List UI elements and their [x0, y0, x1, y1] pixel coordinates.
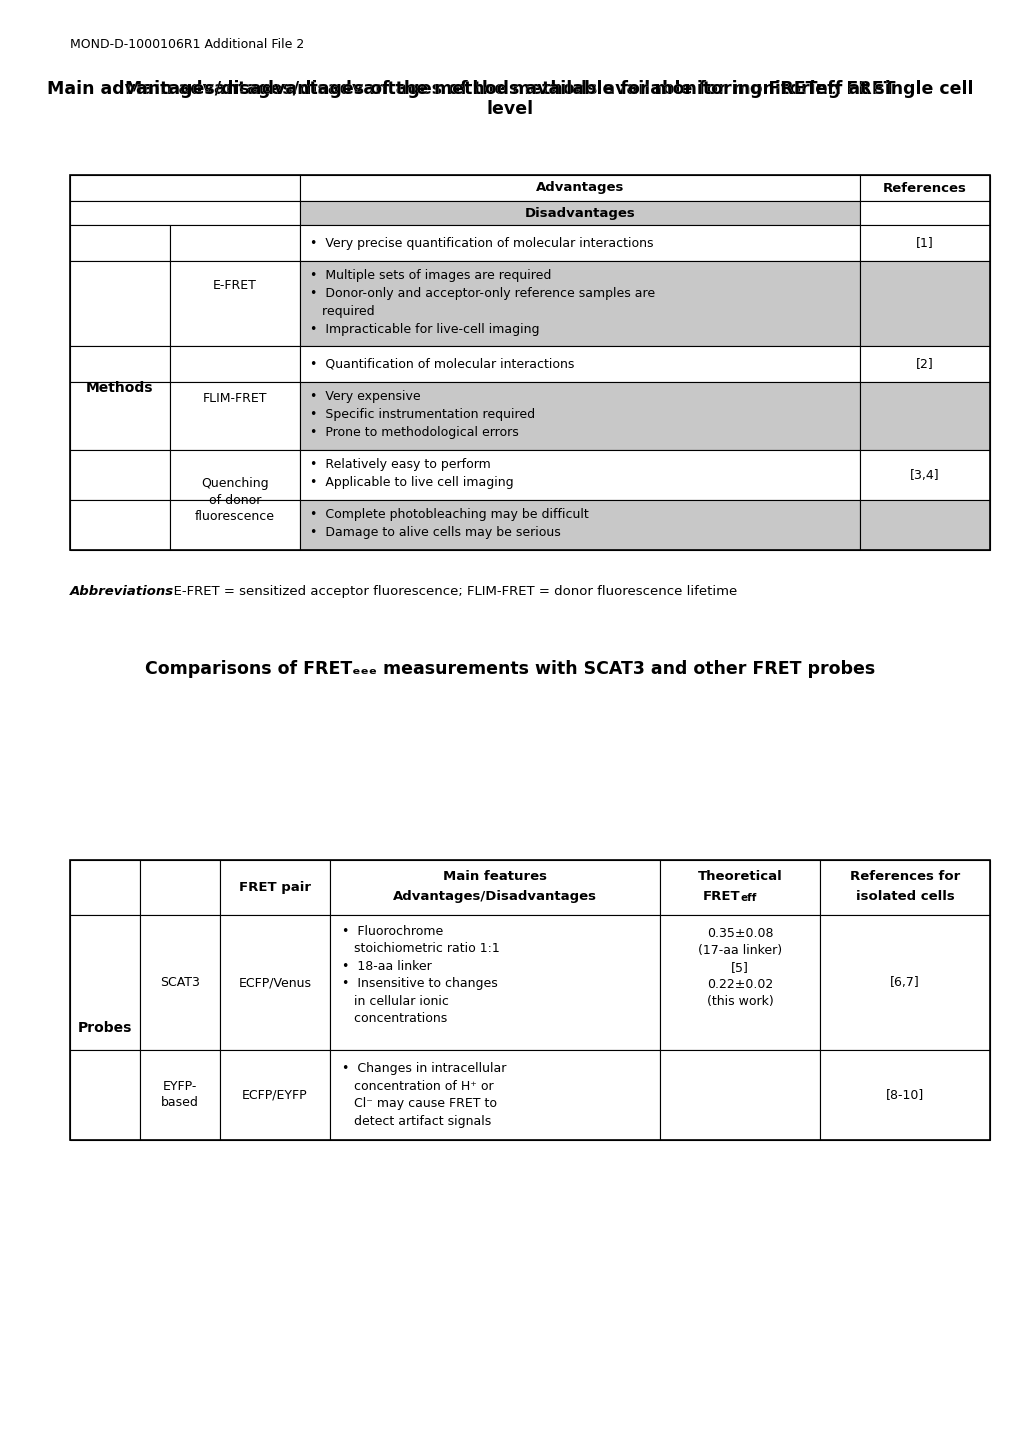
Bar — [859, 225, 989, 261]
Bar — [70, 860, 989, 1140]
Text: Disadvantages: Disadvantages — [524, 206, 635, 219]
Text: 0.35±0.08
(17-aa linker)
[5]
0.22±0.02
(this work): 0.35±0.08 (17-aa linker) [5] 0.22±0.02 (… — [697, 926, 782, 1009]
Bar — [140, 860, 220, 915]
Bar — [70, 450, 170, 501]
Bar — [70, 175, 300, 201]
Text: •  Changes in intracellular
   concentration of H⁺ or
   Cl⁻ may cause FRET to
 : • Changes in intracellular concentration… — [341, 1062, 505, 1127]
Text: [8-10]: [8-10] — [886, 1088, 923, 1101]
Bar — [220, 915, 330, 1051]
Text: •  Quantification of molecular interactions: • Quantification of molecular interactio… — [310, 358, 574, 371]
Text: Advantages/Disadvantages: Advantages/Disadvantages — [392, 890, 596, 903]
Bar — [70, 175, 989, 550]
Text: EYFP-
based: EYFP- based — [161, 1081, 199, 1110]
Text: •  Multiple sets of images are required
•  Donor-only and acceptor-only referenc: • Multiple sets of images are required •… — [310, 268, 654, 336]
Text: ECFP/EYFP: ECFP/EYFP — [242, 1088, 308, 1101]
Bar — [300, 201, 859, 225]
Text: FRET pair: FRET pair — [238, 882, 311, 895]
Text: Advantages: Advantages — [535, 182, 624, 195]
Bar — [859, 346, 989, 382]
Bar — [70, 915, 140, 1051]
Bar — [70, 501, 170, 550]
Bar — [659, 860, 819, 915]
Bar — [220, 860, 330, 915]
Text: Quenching
of donor
fluorescence: Quenching of donor fluorescence — [195, 478, 275, 522]
Text: ECFP/Venus: ECFP/Venus — [238, 975, 311, 988]
Text: •  Complete photobleaching may be difficult
•  Damage to alive cells may be seri: • Complete photobleaching may be difficu… — [310, 508, 588, 540]
Bar — [659, 1051, 819, 1140]
Bar — [300, 501, 859, 550]
Bar — [330, 1051, 659, 1140]
Bar — [220, 1051, 330, 1140]
Bar — [819, 915, 989, 1051]
Bar — [300, 175, 859, 201]
Bar — [859, 201, 989, 225]
Text: Comparisons of FRETₑₑₑ measurements with SCAT3 and other FRET probes: Comparisons of FRETₑₑₑ measurements with… — [145, 659, 874, 678]
Bar — [170, 382, 300, 450]
Text: [6,7]: [6,7] — [890, 975, 919, 988]
Text: SCAT3: SCAT3 — [160, 975, 200, 988]
Text: isolated cells: isolated cells — [855, 890, 954, 903]
Bar — [859, 450, 989, 501]
Bar — [300, 450, 859, 501]
Bar — [659, 915, 819, 1051]
Text: [1]: [1] — [915, 237, 933, 250]
Text: Main advantages/disadvantages of the methods available for monitoring FRET: Main advantages/disadvantages of the met… — [124, 79, 895, 98]
Text: [2]: [2] — [915, 358, 933, 371]
Bar — [300, 382, 859, 450]
Bar — [70, 225, 170, 261]
Bar — [170, 225, 300, 261]
Bar — [170, 261, 300, 346]
Text: Methods: Methods — [87, 381, 154, 394]
Bar — [70, 1051, 140, 1140]
Bar — [819, 860, 989, 915]
Text: FLIM-FRET: FLIM-FRET — [203, 391, 267, 404]
Text: Main advantages/disadvantages of the methods available for monitoring FRETeff at: Main advantages/disadvantages of the met… — [47, 79, 972, 98]
Text: •  Very precise quantification of molecular interactions: • Very precise quantification of molecul… — [310, 237, 653, 250]
Bar — [859, 261, 989, 346]
Text: Main advantages/disadvantages of the methods available for monitoring FRETₑₑₑ at: Main advantages/disadvantages of the met… — [47, 79, 972, 98]
Bar — [859, 382, 989, 450]
Bar — [300, 346, 859, 382]
Text: •  Very expensive
•  Specific instrumentation required
•  Prone to methodologica: • Very expensive • Specific instrumentat… — [310, 390, 535, 439]
Text: MOND-D-1000106R1 Additional File 2: MOND-D-1000106R1 Additional File 2 — [70, 38, 304, 51]
Bar — [70, 382, 170, 450]
Bar — [819, 1051, 989, 1140]
Text: level: level — [486, 100, 533, 118]
Bar — [170, 501, 300, 550]
Bar — [70, 346, 170, 382]
Bar — [330, 915, 659, 1051]
Text: FRET: FRET — [702, 890, 739, 903]
Bar — [170, 450, 300, 501]
Bar — [140, 1051, 220, 1140]
Text: E-FRET: E-FRET — [213, 278, 257, 291]
Text: •  Relatively easy to perform
•  Applicable to live cell imaging: • Relatively easy to perform • Applicabl… — [310, 457, 514, 489]
Text: Theoretical: Theoretical — [697, 870, 782, 883]
Bar — [330, 860, 659, 915]
Bar — [70, 261, 170, 346]
Text: Probes: Probes — [77, 1020, 132, 1035]
Bar — [70, 860, 140, 915]
Bar — [859, 175, 989, 201]
Text: •  Fluorochrome
   stoichiometric ratio 1:1
•  18-aa linker
•  Insensitive to ch: • Fluorochrome stoichiometric ratio 1:1 … — [341, 925, 499, 1026]
Bar — [140, 915, 220, 1051]
Text: Main features: Main features — [442, 870, 546, 883]
Text: eff: eff — [740, 893, 757, 903]
Text: : E-FRET = sensitized acceptor fluorescence; FLIM-FRET = donor fluorescence life: : E-FRET = sensitized acceptor fluoresce… — [165, 584, 737, 597]
Text: References: References — [882, 182, 966, 195]
Text: [3,4]: [3,4] — [909, 469, 938, 482]
Text: Abbreviations: Abbreviations — [70, 584, 174, 597]
Bar — [170, 346, 300, 382]
Bar — [70, 201, 300, 225]
Text: References for: References for — [849, 870, 959, 883]
Bar — [859, 501, 989, 550]
Bar — [300, 225, 859, 261]
Bar — [300, 261, 859, 346]
